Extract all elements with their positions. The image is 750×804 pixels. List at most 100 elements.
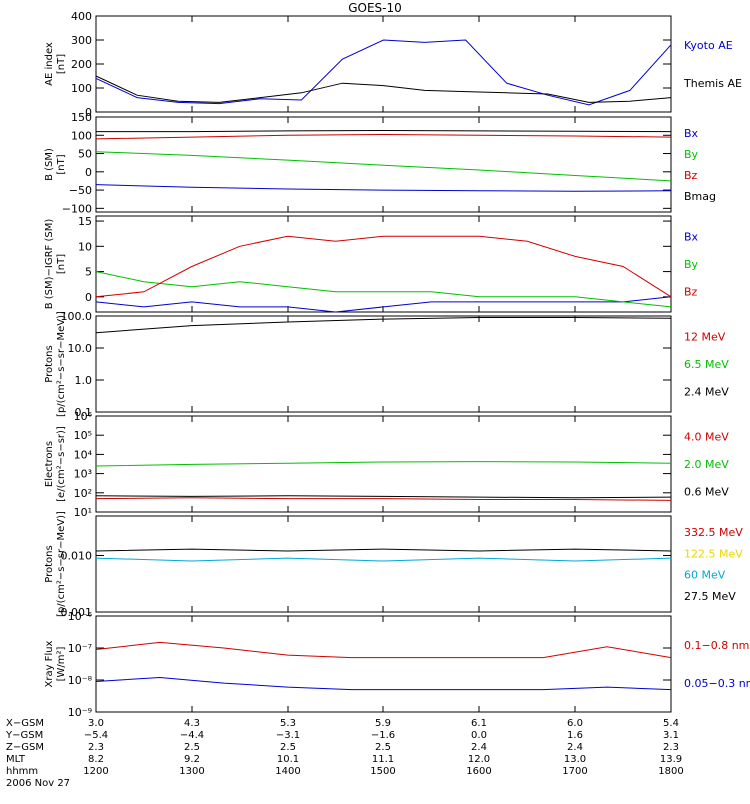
footer-value: 1.6 — [567, 730, 583, 741]
y-tick-label: 10² — [74, 487, 92, 500]
footer-value: 5.9 — [375, 718, 391, 729]
panel-frame — [95, 615, 672, 713]
legend-entry: 2.4 MeV — [684, 385, 729, 398]
y-tick-label: 0 — [85, 106, 92, 119]
footer-value: 3.1 — [663, 730, 679, 741]
footer-value: 6.1 — [471, 718, 487, 729]
y-tick-label: 0 — [85, 291, 92, 304]
y-axis-label: B (SM) — [44, 148, 55, 181]
y-tick-label: 300 — [71, 34, 92, 47]
y-tick-label: 200 — [71, 58, 92, 71]
footer-value: 3.0 — [88, 718, 104, 729]
footer-value: 5.4 — [663, 718, 679, 729]
y-tick-label: 10³ — [74, 468, 92, 481]
series-line — [95, 497, 672, 501]
y-tick-label: −50 — [69, 184, 92, 197]
legend-entry: By — [684, 148, 699, 161]
series-line — [95, 39, 672, 106]
y-tick-label: 0.1 — [75, 406, 93, 419]
footer-value: 13.0 — [564, 754, 586, 765]
footer-value: −3.1 — [276, 730, 300, 741]
y-axis-unit: [nT] — [56, 254, 67, 274]
y-tick-label: 10⁴ — [74, 448, 93, 461]
y-tick-label: 10.0 — [68, 342, 93, 355]
footer-value: 2.5 — [184, 742, 200, 753]
footer-value: 5.3 — [280, 718, 296, 729]
legend-entry: 60 MeV — [684, 569, 726, 582]
legend-entry: Kyoto AE — [684, 39, 733, 52]
footer-value: 12.0 — [468, 754, 490, 765]
series-line — [95, 676, 672, 691]
y-tick-label: 10⁻⁶ — [68, 610, 93, 623]
series-line — [95, 317, 672, 334]
chart-title: GOES-10 — [348, 1, 402, 15]
footer-value: 2.3 — [88, 742, 104, 753]
y-axis-label: Protons — [44, 345, 55, 382]
series-line — [96, 129, 672, 133]
y-axis-label: Protons — [44, 545, 55, 582]
y-tick-label: 10⁻⁷ — [68, 642, 92, 655]
y-tick-label: −100 — [62, 202, 92, 215]
y-axis-label: B (SM)−IGRF (SM) — [44, 219, 55, 310]
y-tick-label: 100.0 — [61, 310, 93, 323]
footer-value: −4.4 — [180, 730, 204, 741]
legend-entry: 0.6 MeV — [684, 485, 729, 498]
footer-row-label: Y−GSM — [5, 730, 43, 741]
legend-entry: 2.0 MeV — [684, 458, 729, 471]
legend-entry: 6.5 MeV — [684, 358, 729, 371]
footer-value: 2.4 — [471, 742, 487, 753]
legend-entry: 122.5 MeV — [684, 547, 743, 560]
y-tick-label: 400 — [71, 10, 92, 23]
legend-entry: Bmag — [684, 190, 716, 203]
footer-value: 9.2 — [184, 754, 200, 765]
y-tick-label: 150 — [71, 111, 92, 124]
footer-value: 1200 — [83, 766, 108, 777]
series-line — [95, 271, 672, 308]
legend-entry: 27.5 MeV — [684, 590, 736, 603]
y-axis-label: Xray Flux — [44, 640, 55, 687]
footer-row-label: MLT — [6, 754, 26, 765]
y-tick-label: 10⁶ — [74, 410, 93, 423]
footer-value: 1800 — [658, 766, 683, 777]
series-line — [95, 151, 672, 182]
footer-value: −1.6 — [371, 730, 395, 741]
legend-entry: By — [684, 258, 699, 271]
panel-frame — [95, 515, 672, 613]
footer-value: 1600 — [466, 766, 491, 777]
series-line — [95, 133, 672, 140]
y-tick-label: 100 — [71, 82, 92, 95]
footer-row-label: X−GSM — [6, 718, 44, 729]
legend-entry: Themis AE — [683, 77, 742, 90]
series-line — [95, 296, 672, 313]
y-tick-label: 10⁻⁸ — [68, 674, 93, 687]
y-axis-unit: [W/m²] — [56, 646, 67, 681]
legend-entry: 0.1−0.8 nm — [684, 639, 749, 652]
y-tick-label: 5 — [85, 266, 92, 279]
series-line — [95, 461, 672, 467]
y-axis-unit: [p/(cm²−s−sr−MeV)] — [56, 511, 67, 617]
y-tick-label: 15 — [78, 215, 92, 228]
series-line — [95, 184, 672, 192]
footer-row-label: hhmm — [6, 766, 38, 777]
footer-value: 8.2 — [88, 754, 104, 765]
series-line — [95, 548, 672, 552]
footer-value: 2.5 — [280, 742, 296, 753]
y-tick-label: 1.0 — [75, 374, 93, 387]
series-line — [95, 641, 672, 659]
footer-value: 1300 — [179, 766, 204, 777]
series-line — [95, 235, 672, 298]
y-axis-unit: [e/(cm²−s−sr)] — [56, 426, 67, 502]
y-axis-unit: [p/(cm²−s−sr−MeV)] — [56, 311, 67, 417]
footer-value: 13.9 — [660, 754, 682, 765]
legend-entry: 0.05−0.3 nm — [684, 677, 750, 690]
y-tick-label: 10⁵ — [74, 429, 92, 442]
footer-value: 10.1 — [277, 754, 299, 765]
y-axis-label: AE index — [44, 42, 55, 86]
y-tick-label: 10 — [78, 240, 92, 253]
series-line — [95, 75, 672, 103]
y-tick-label: 100 — [71, 129, 92, 142]
y-tick-label: 10¹ — [74, 506, 92, 519]
panel-frame — [95, 315, 672, 413]
